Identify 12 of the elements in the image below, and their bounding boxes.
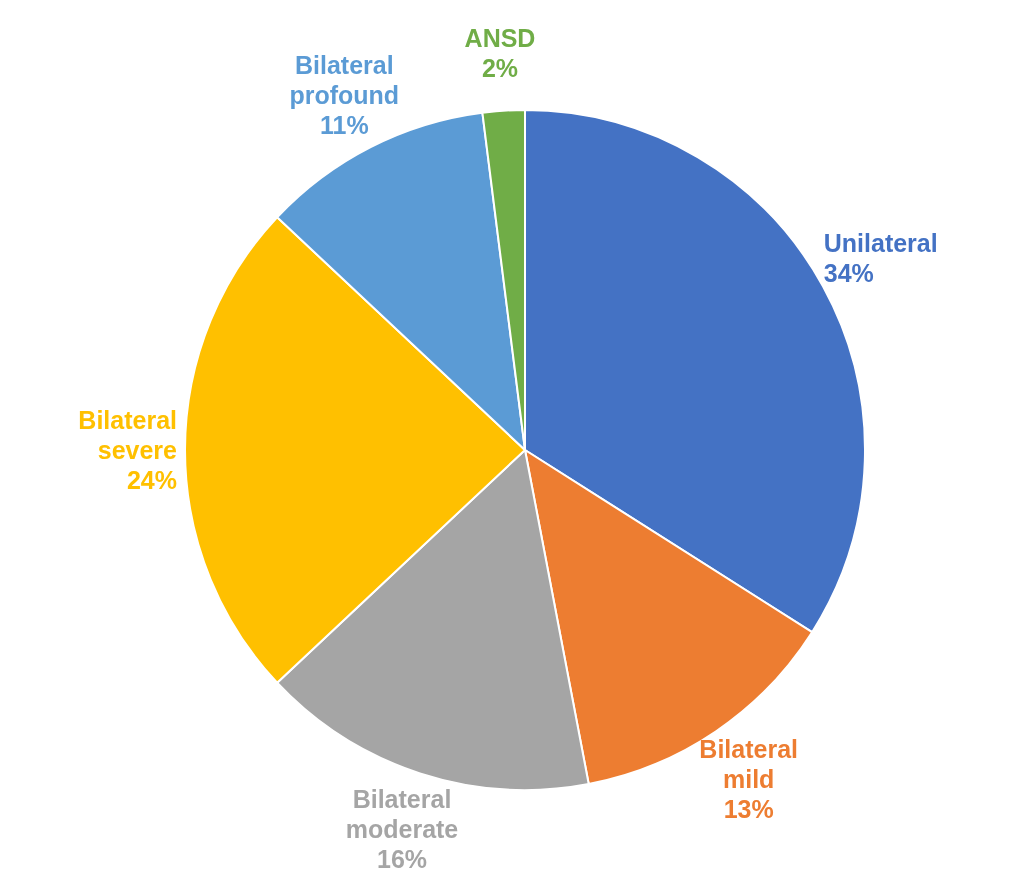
slice-label: Bilateral mild [699, 735, 799, 794]
slice-label: Bilateral moderate [345, 784, 459, 843]
data-label: 11% [319, 111, 369, 140]
slice-label: ANSD [464, 23, 536, 52]
data-label: 34% [823, 259, 874, 288]
slice-label: Unilateral [823, 229, 938, 258]
data-label: 2% [481, 53, 519, 82]
data-label: 16% [376, 844, 428, 873]
data-label: 24% [126, 466, 177, 494]
data-label: 13% [723, 795, 774, 824]
slice-label: Bilateral severe [78, 406, 178, 464]
slice-label: Bilateral profound [289, 51, 400, 110]
